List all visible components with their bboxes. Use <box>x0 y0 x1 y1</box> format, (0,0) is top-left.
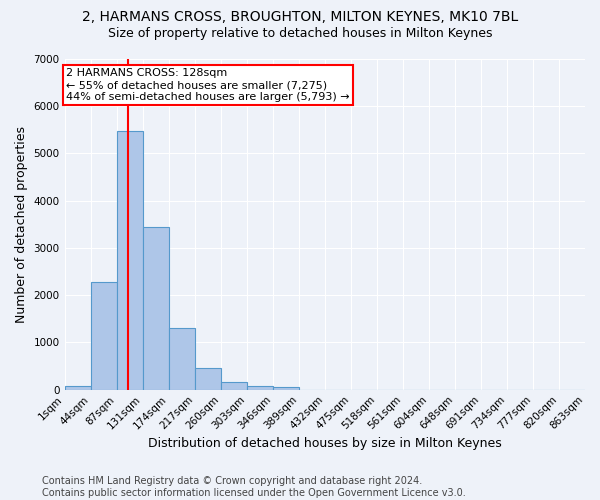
Text: Contains HM Land Registry data © Crown copyright and database right 2024.
Contai: Contains HM Land Registry data © Crown c… <box>42 476 466 498</box>
Y-axis label: Number of detached properties: Number of detached properties <box>15 126 28 323</box>
Bar <box>143 226 169 390</box>
Bar <box>116 131 143 390</box>
Bar <box>221 382 247 390</box>
Bar <box>194 368 221 390</box>
Text: 2, HARMANS CROSS, BROUGHTON, MILTON KEYNES, MK10 7BL: 2, HARMANS CROSS, BROUGHTON, MILTON KEYN… <box>82 10 518 24</box>
Text: Size of property relative to detached houses in Milton Keynes: Size of property relative to detached ho… <box>108 28 492 40</box>
X-axis label: Distribution of detached houses by size in Milton Keynes: Distribution of detached houses by size … <box>148 437 502 450</box>
Bar <box>91 282 116 390</box>
Bar <box>65 386 91 390</box>
Bar <box>169 328 194 390</box>
Text: 2 HARMANS CROSS: 128sqm
← 55% of detached houses are smaller (7,275)
44% of semi: 2 HARMANS CROSS: 128sqm ← 55% of detache… <box>66 68 349 102</box>
Bar <box>247 386 273 390</box>
Bar <box>273 388 299 390</box>
